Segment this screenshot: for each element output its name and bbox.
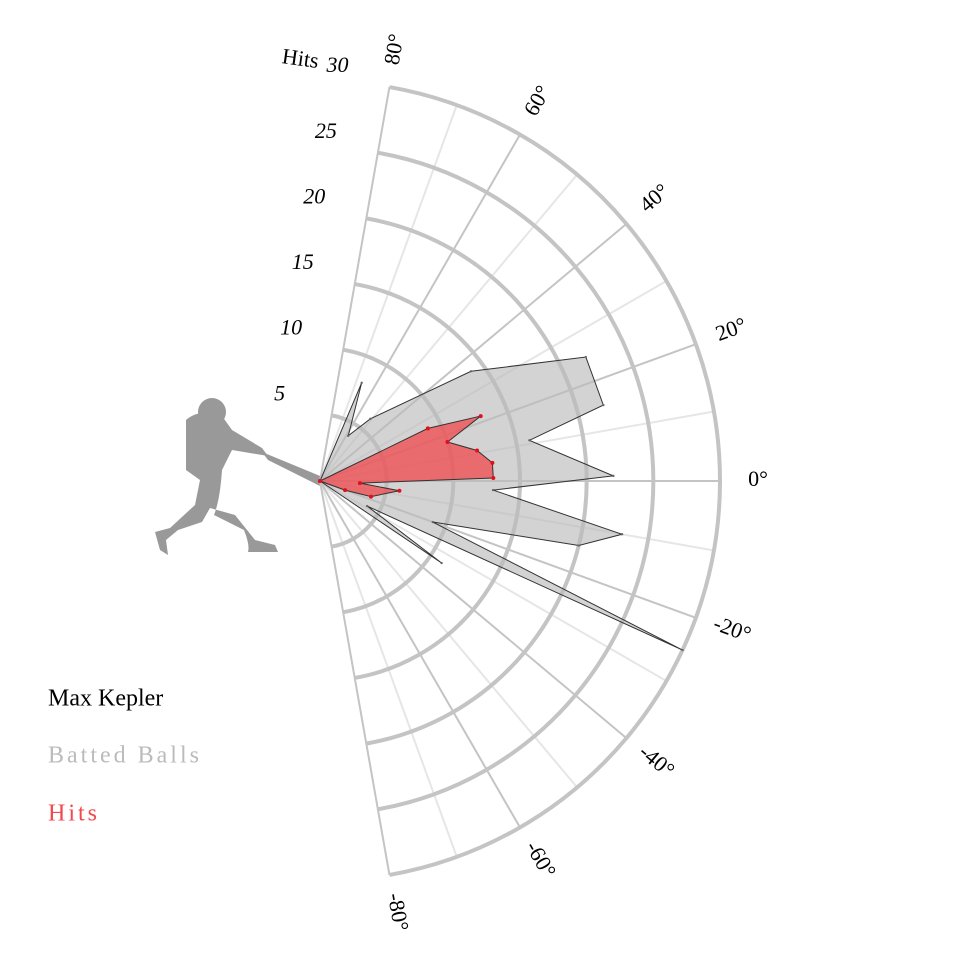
series-point [528,439,531,442]
x-tick-label: -60° [521,836,562,882]
series-point [491,488,495,492]
grid-line [319,86,391,482]
x-tick-label: 40° [634,178,674,217]
y-tick-label: 25 [315,118,337,143]
series-area [318,415,494,498]
y-tick-label: 15 [292,249,314,274]
series-point [425,426,430,431]
series-point [360,381,363,385]
series-point [490,460,495,465]
series-point [577,544,580,547]
x-tick-label: 80° [379,32,409,67]
legend-entry: Hits [48,801,100,827]
series-point [620,533,624,536]
series-point [365,504,369,508]
series-point [612,474,615,478]
y-tick-label: 5 [274,380,285,405]
x-tick-label: 20° [712,312,750,346]
series-point [357,481,362,486]
series-point [681,648,684,652]
batter-silhouette [155,398,325,555]
series-point [397,488,402,493]
series-point [491,475,496,480]
series-point [440,561,443,565]
series-point [445,440,450,445]
series-point [369,417,372,421]
x-tick-label: -20° [710,610,754,647]
series-point [318,479,322,483]
series-point [478,414,483,419]
series-point [431,520,434,524]
series-point [347,434,350,437]
grid-line [319,480,628,739]
series-point [469,370,473,373]
series-point [584,355,588,359]
series-point [475,448,480,453]
x-tick-label: -40° [634,739,679,783]
series-point [602,403,605,407]
y-tick-label: 10 [280,315,302,340]
grid-line [319,480,391,876]
player-name: Max Kepler [48,686,163,712]
legend-entry: Batted Balls [48,743,202,769]
grid-line [319,134,521,482]
x-tick-label: -80° [383,891,414,933]
x-tick-label: 60° [518,81,555,120]
x-tick-label: 0° [748,466,768,491]
axis-title: Hits [281,43,321,73]
y-tick-label: 30 [325,52,348,77]
series-point [343,488,348,493]
series-point [369,494,374,499]
grid-line [319,480,521,828]
y-tick-label: 20 [303,183,325,208]
